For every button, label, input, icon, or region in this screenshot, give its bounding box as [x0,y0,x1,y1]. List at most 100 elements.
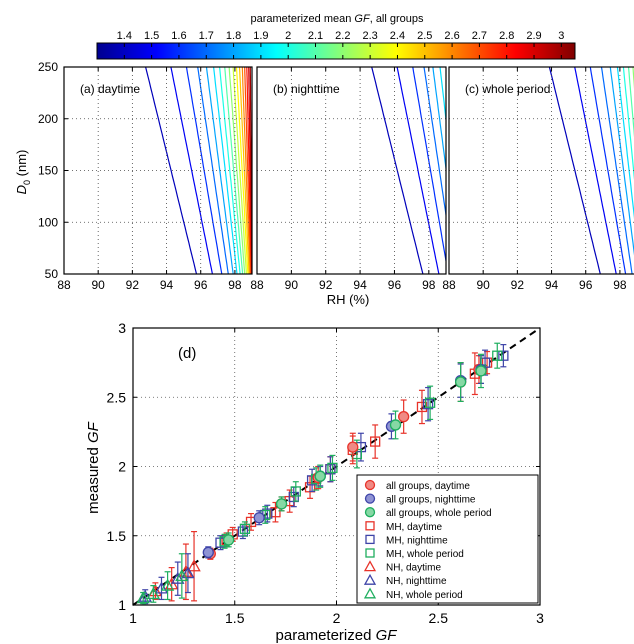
colorbar: parameterized mean GF, all groups 1.4 1.5… [96,13,576,60]
colorbar-tick-label: 1.9 [253,30,268,42]
x-tick-label: 1.5 [225,610,245,626]
y-tick-label: 2 [118,459,126,475]
y-tick-label: 1 [118,597,126,613]
colorbar-tick-label: 1.4 [117,30,132,42]
legend-label: NH, nighttime [386,576,447,587]
data-point [181,566,195,579]
y-tick-label: 3 [118,320,126,336]
contour-line [235,67,249,274]
data-point [187,559,201,572]
panel-a-label: (a) daytime [80,82,140,96]
colorbar-tick-label: 1.5 [144,30,159,42]
x-tick-label: 92 [511,278,525,292]
colorbar-tick-label: 3 [558,30,564,42]
legend-label: MH, nighttime [386,535,448,546]
contour-line [609,67,634,256]
contour-line [600,67,633,274]
colorbar-tick-label: 2.4 [390,30,405,42]
top-axes-ticks: 88 90 92 94 96 98 88 90 92 94 96 98 88 90 92 94 96 98 50 10… [38,60,627,292]
data-point [202,546,214,559]
colorbar-tick-label: 2 [285,30,291,42]
contour-line [412,67,446,265]
contour-line [439,67,446,125]
legend-label: MH, whole period [386,549,464,560]
panel-d-ticks: 1 1.5 2 2.5 3 1 1.5 2 2.5 3 [107,320,545,626]
legend-label: all groups, whole period [386,508,492,519]
top-x-axis-label: RH (%) [327,292,370,307]
colorbar-title: parameterized mean GF, all groups [250,13,424,25]
colorbar-tick-label: 2.5 [417,30,432,42]
data-point [154,581,169,594]
contour-line [224,67,244,274]
legend-label: all groups, nighttime [386,495,476,506]
legend-marker [365,548,375,558]
panel-a: (a) daytime [63,66,253,275]
contour-line [205,67,234,274]
panel-b-label: (b) nighttime [273,82,340,96]
legend-items: all groups, daytime all groups, nighttime… [363,479,492,601]
top-y-axis-label: D0 (nm) [14,150,32,195]
contour-line [432,67,446,173]
data-point [475,365,487,377]
x-tick-label: 88 [250,278,264,292]
legend-box [356,474,539,604]
y-tick-label: 100 [38,215,58,229]
contour-lines-c [548,67,634,274]
legend-marker [363,573,377,585]
contour-line [232,67,247,274]
x-tick-label: 94 [160,278,174,292]
legend-marker [363,560,377,572]
contour-line [574,67,617,274]
data-point [270,507,281,518]
colorbar-tick-label: 2.2 [335,30,350,42]
colorbar-tick-label: 2.7 [472,30,487,42]
data-point [492,350,503,361]
y-tick-label: 50 [45,267,59,281]
contour-line [145,67,198,274]
x-tick-label: 2.5 [429,610,449,626]
x-tick-label: 1 [129,610,137,626]
colorbar-gradient [96,42,576,60]
data-point [454,376,467,388]
y-tick-label: 2.5 [107,389,127,405]
data-point [160,578,175,591]
x-tick-label: 90 [92,278,106,292]
legend-marker [364,507,376,518]
legend-label: NH, daytime [386,563,441,574]
contour-line [423,67,446,220]
colorbar-tick-label: 1.7 [199,30,214,42]
x-tick-label: 2 [333,610,341,626]
legend-marker [365,521,375,531]
data-point [146,586,161,600]
contour-line [471,67,477,274]
y-tick-label: 1.5 [107,528,127,544]
colorbar-tick-label: 1.6 [171,30,186,42]
colorbar-ticks: 1.4 1.5 1.6 1.7 1.8 1.9 2 2.1 2.2 2.3 2.4 2.5 2.6 2.7… [117,30,564,59]
x-tick-label: 96 [388,278,402,292]
x-tick-label: 90 [285,278,299,292]
legend-label: NH, whole period [386,590,463,601]
data-point [239,523,251,534]
x-tick-label: 98 [422,278,436,292]
x-tick-label: 98 [613,278,627,292]
x-tick-label: 94 [545,278,559,292]
colorbar-tick-label: 2.8 [499,30,514,42]
data-point [325,464,336,475]
legend-label: all groups, daytime [386,481,470,492]
data-point [275,498,288,510]
panel-c: (c) whole period [448,66,634,275]
contour-line [241,67,251,274]
grid-b [257,67,446,274]
data-point [327,462,338,474]
contour-line [197,67,229,274]
legend-label: MH, daytime [386,522,443,533]
scatter-marks [136,342,509,605]
panel-b-frame [256,66,447,275]
y-tick-label: 250 [38,60,58,74]
colorbar-tick-label: 2.3 [362,30,377,42]
x-tick-label: 90 [477,278,491,292]
legend: all groups, daytime all groups, nighttime… [356,474,539,604]
colorbar-tick-label: 2.6 [444,30,459,42]
data-point [314,470,326,482]
data-point [253,512,265,524]
